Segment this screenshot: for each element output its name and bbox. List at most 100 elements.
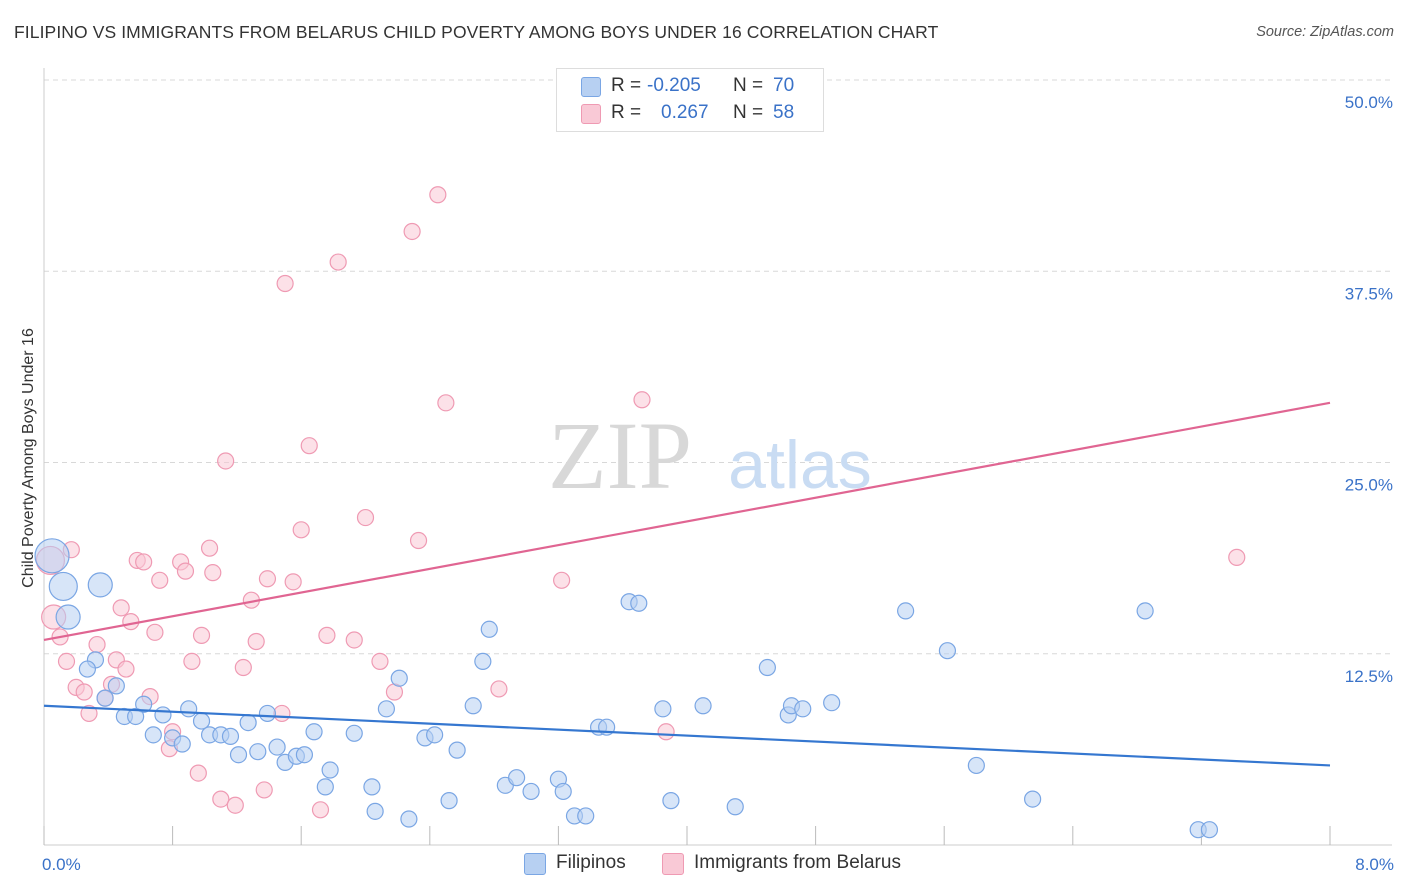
belarus-point [57, 652, 76, 671]
belarus-point [183, 652, 201, 671]
filipinos-point [426, 726, 444, 744]
belarus-point [75, 683, 93, 701]
belarus-point [189, 764, 207, 782]
filipinos-point [1200, 821, 1219, 839]
belarus-point [258, 570, 277, 588]
y-tick-label: 25.0% [1345, 476, 1393, 495]
filipinos-point [480, 620, 498, 638]
filipinos-point [34, 538, 70, 574]
x-tick-label: 0.0% [42, 855, 81, 874]
filipinos-point [630, 594, 648, 612]
filipinos-point [440, 792, 458, 810]
filipinos-trend-line [43, 704, 1331, 767]
filipinos-point [239, 713, 257, 732]
filipinos-point [249, 743, 267, 761]
belarus-point [212, 790, 230, 808]
filipinos-point [694, 697, 712, 715]
filipinos-point [508, 769, 526, 787]
gridlines [44, 79, 1392, 655]
n-value: 58 [773, 102, 795, 123]
belarus-point [135, 553, 153, 571]
correlation-legend: R = -0.205 N = 70 R = 0.267 N = 58 [556, 68, 824, 132]
filipinos-point [823, 694, 841, 712]
filipinos-swatch [581, 77, 601, 97]
belarus-point [490, 680, 508, 698]
belarus-point [1228, 548, 1246, 566]
filipinos-point [229, 746, 248, 764]
belarus-point [437, 394, 455, 412]
filipinos-point [654, 700, 672, 718]
filipinos-point [377, 700, 395, 718]
belarus-point [311, 801, 330, 819]
filipinos-point [390, 669, 408, 687]
belarus-point [345, 631, 363, 649]
belarus-swatch [581, 104, 601, 124]
filipinos-point [180, 700, 198, 718]
belarus-point [122, 613, 140, 631]
belarus-point [657, 723, 675, 741]
belarus-point [276, 274, 294, 293]
belarus-point [88, 635, 106, 654]
filipinos-point [662, 792, 680, 810]
filipinos-point [1136, 602, 1154, 620]
chart-title: FILIPINO VS IMMIGRANTS FROM BELARUS CHIL… [14, 22, 939, 42]
y-tick-label: 37.5% [1345, 284, 1393, 303]
data-points [34, 186, 1246, 839]
source-label: Source: ZipAtlas.com [1256, 24, 1394, 40]
filipinos-point [295, 746, 314, 764]
filipinos-point [366, 802, 384, 820]
belarus-point [192, 626, 211, 644]
filipinos-point [258, 704, 277, 723]
n-label: N = [733, 75, 764, 96]
belarus-point [633, 391, 651, 409]
watermark-atlas: atlas [728, 427, 872, 503]
y-axis-label: Child Poverty Among Boys Under 16 [20, 328, 37, 588]
filipinos-point [154, 706, 172, 724]
filipinos-point [758, 658, 776, 677]
filipinos-point [135, 695, 153, 713]
filipinos-swatch [524, 853, 546, 875]
x-tick-label: 8.0% [1355, 855, 1394, 874]
filipinos-point [316, 778, 334, 796]
filipinos-point [474, 652, 492, 671]
filipinos-point [144, 726, 162, 744]
filipinos-point [400, 810, 418, 828]
r-label: R = [611, 102, 642, 123]
belarus-point [356, 508, 375, 527]
filipinos-point [48, 571, 78, 602]
filipinos-point [577, 807, 595, 825]
belarus-point [409, 531, 428, 550]
filipinos-point [345, 724, 363, 742]
belarus-trend-line [43, 401, 1331, 642]
belarus-point [403, 222, 421, 241]
filipinos-point [897, 602, 915, 620]
watermark-zip: ZIP [548, 402, 692, 509]
filipinos-point [78, 660, 97, 678]
filipinos-point [173, 735, 191, 753]
filipinos-point [96, 689, 114, 707]
n-value: 70 [773, 75, 795, 96]
y-tick-label: 12.5% [1345, 667, 1393, 686]
filipinos-point [794, 700, 812, 718]
filipinos-point [554, 782, 572, 801]
belarus-point [247, 632, 265, 651]
filipinos-point [268, 738, 286, 756]
r-value: -0.205 [647, 75, 701, 96]
n-label: N = [733, 102, 764, 123]
trend-lines [43, 401, 1331, 767]
belarus-point [217, 452, 235, 470]
watermark: ZIP atlas [548, 402, 872, 509]
r-label: R = [611, 75, 642, 96]
legend-label: Filipinos [556, 852, 626, 873]
legend-label: Immigrants from Belarus [694, 852, 901, 873]
filipinos-point [464, 697, 482, 715]
filipinos-point [967, 756, 985, 775]
belarus-point [200, 539, 219, 557]
r-value: 0.267 [661, 102, 709, 123]
belarus-point [292, 521, 310, 539]
belarus-point [117, 660, 135, 678]
filipinos-point [87, 572, 113, 598]
belarus-point [273, 704, 291, 723]
filipinos-point [726, 798, 744, 816]
